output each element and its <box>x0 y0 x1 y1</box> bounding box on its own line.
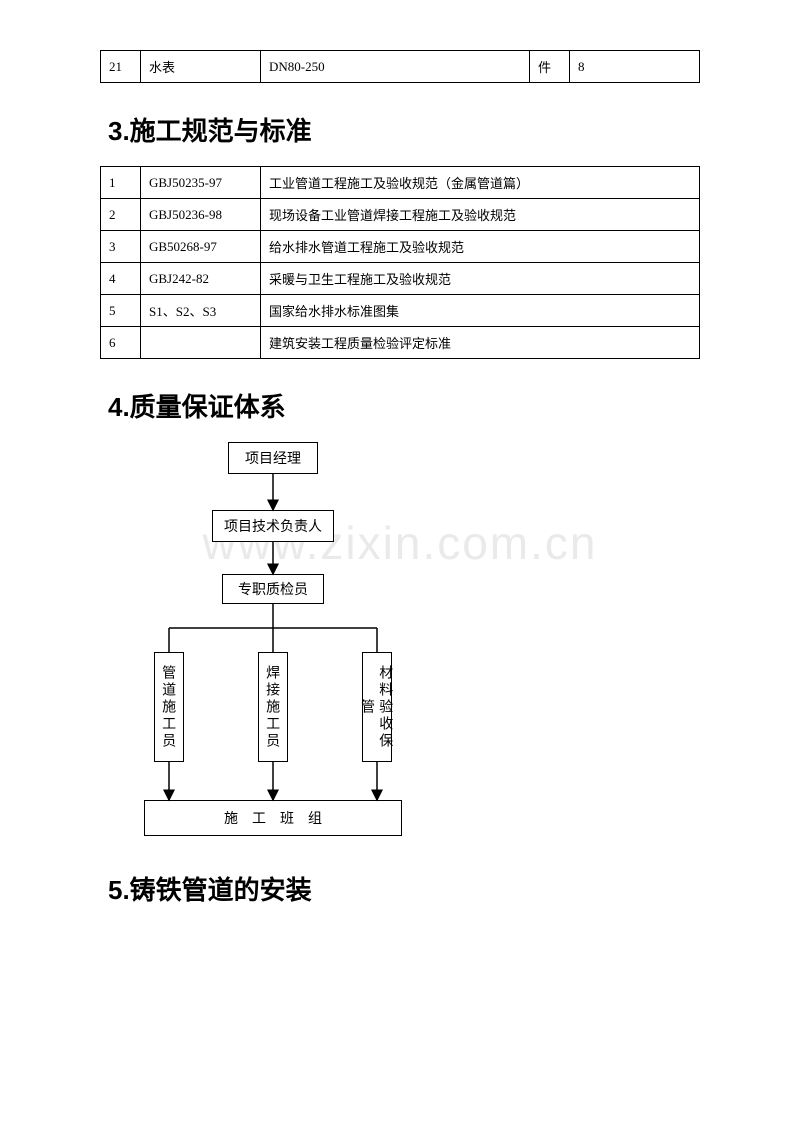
cell-unit: 件 <box>530 51 570 83</box>
cell-desc: 采暖与卫生工程施工及验收规范 <box>261 263 700 295</box>
cell-idx: 6 <box>101 327 141 359</box>
cell-code: GB50268-97 <box>141 231 261 263</box>
materials-table-continued: 21 水表 DN80-250 件 8 <box>100 50 700 83</box>
cell-idx: 5 <box>101 295 141 327</box>
org-chart: 项目经理项目技术负责人专职质检员管道施工员 焊接施工员 材料验收保管施工班组 <box>120 442 430 842</box>
org-node-n7: 施工班组 <box>144 800 402 836</box>
org-chart-connectors <box>120 442 430 842</box>
cell-code <box>141 327 261 359</box>
cell-code: GBJ242-82 <box>141 263 261 295</box>
cell-code: S1、S2、S3 <box>141 295 261 327</box>
org-node-n5: 焊接施工员 <box>258 652 288 762</box>
org-node-n1: 项目经理 <box>228 442 318 474</box>
table-row: 4 GBJ242-82 采暖与卫生工程施工及验收规范 <box>101 263 700 295</box>
cell-idx: 1 <box>101 167 141 199</box>
table-row: 3 GB50268-97 给水排水管道工程施工及验收规范 <box>101 231 700 263</box>
table-row: 6 建筑安装工程质量检验评定标准 <box>101 327 700 359</box>
cell-qty: 8 <box>570 51 700 83</box>
table-row: 21 水表 DN80-250 件 8 <box>101 51 700 83</box>
cell-idx: 3 <box>101 231 141 263</box>
cell-desc: 现场设备工业管道焊接工程施工及验收规范 <box>261 199 700 231</box>
cell-desc: 给水排水管道工程施工及验收规范 <box>261 231 700 263</box>
section-3-heading: 3.施工规范与标准 <box>108 111 700 148</box>
cell-desc: 建筑安装工程质量检验评定标准 <box>261 327 700 359</box>
cell-idx: 21 <box>101 51 141 83</box>
cell-code: GBJ50236-98 <box>141 199 261 231</box>
org-node-n4: 管道施工员 <box>154 652 184 762</box>
table-row: 1 GBJ50235-97 工业管道工程施工及验收规范（金属管道篇） <box>101 167 700 199</box>
cell-desc: 国家给水排水标准图集 <box>261 295 700 327</box>
cell-name: 水表 <box>141 51 261 83</box>
cell-spec: DN80-250 <box>261 51 530 83</box>
cell-idx: 2 <box>101 199 141 231</box>
cell-desc: 工业管道工程施工及验收规范（金属管道篇） <box>261 167 700 199</box>
standards-table: 1 GBJ50235-97 工业管道工程施工及验收规范（金属管道篇） 2 GBJ… <box>100 166 700 359</box>
cell-idx: 4 <box>101 263 141 295</box>
section-5-heading: 5.铸铁管道的安装 <box>108 870 700 907</box>
cell-code: GBJ50235-97 <box>141 167 261 199</box>
org-node-n3: 专职质检员 <box>222 574 324 604</box>
section-4-heading: 4.质量保证体系 <box>108 387 700 424</box>
org-node-n2: 项目技术负责人 <box>212 510 334 542</box>
org-node-n6: 材料验收保管 <box>362 652 392 762</box>
table-row: 2 GBJ50236-98 现场设备工业管道焊接工程施工及验收规范 <box>101 199 700 231</box>
table-row: 5 S1、S2、S3 国家给水排水标准图集 <box>101 295 700 327</box>
